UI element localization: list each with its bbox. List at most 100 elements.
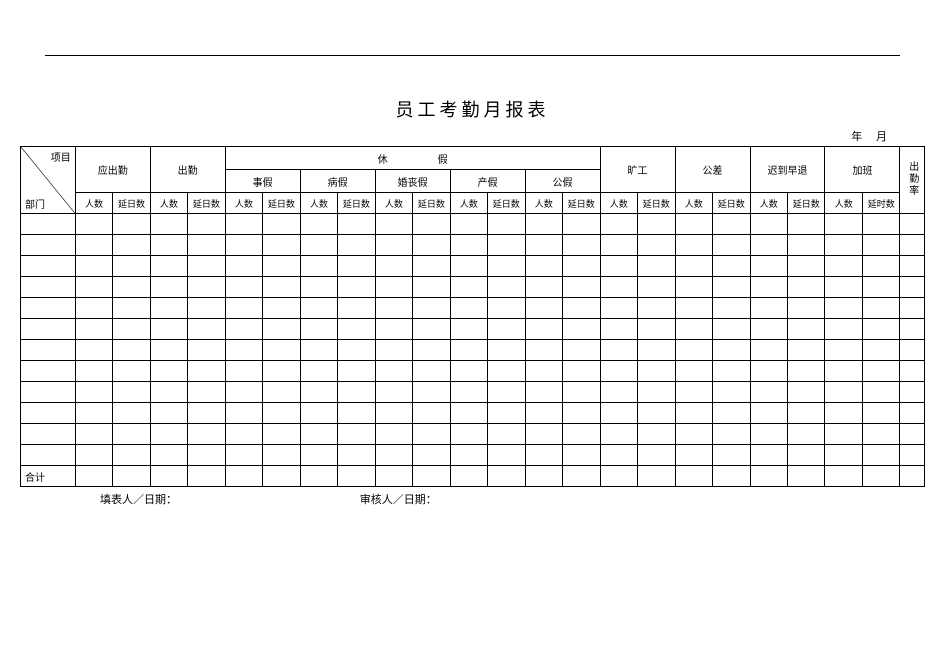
data-cell[interactable]: [525, 319, 562, 340]
dept-cell[interactable]: [21, 445, 76, 466]
data-cell[interactable]: [862, 277, 899, 298]
data-cell[interactable]: [150, 403, 187, 424]
data-cell[interactable]: [225, 235, 262, 256]
data-cell[interactable]: [713, 235, 750, 256]
data-cell[interactable]: [675, 235, 712, 256]
data-cell[interactable]: [900, 445, 925, 466]
data-cell[interactable]: [263, 403, 300, 424]
data-cell[interactable]: [413, 424, 450, 445]
data-cell[interactable]: [600, 319, 637, 340]
data-cell[interactable]: [113, 403, 150, 424]
data-cell[interactable]: [300, 340, 337, 361]
data-cell[interactable]: [300, 256, 337, 277]
data-cell[interactable]: [413, 340, 450, 361]
data-cell[interactable]: [488, 319, 525, 340]
data-cell[interactable]: [225, 403, 262, 424]
data-cell[interactable]: [338, 340, 375, 361]
data-cell[interactable]: [263, 445, 300, 466]
data-cell[interactable]: [225, 214, 262, 235]
data-cell[interactable]: [525, 298, 562, 319]
data-cell[interactable]: [675, 424, 712, 445]
data-cell[interactable]: [413, 256, 450, 277]
data-cell[interactable]: [225, 340, 262, 361]
data-cell[interactable]: [675, 403, 712, 424]
data-cell[interactable]: [638, 424, 675, 445]
dept-cell[interactable]: [21, 403, 76, 424]
data-cell[interactable]: [300, 361, 337, 382]
data-cell[interactable]: [188, 403, 225, 424]
data-cell[interactable]: [488, 424, 525, 445]
data-cell[interactable]: [825, 277, 862, 298]
data-cell[interactable]: [675, 214, 712, 235]
data-cell[interactable]: [563, 319, 601, 340]
data-cell[interactable]: [338, 256, 375, 277]
data-cell[interactable]: [825, 235, 862, 256]
data-cell[interactable]: [862, 382, 899, 403]
data-cell[interactable]: [750, 382, 787, 403]
data-cell[interactable]: [600, 361, 637, 382]
data-cell[interactable]: [675, 256, 712, 277]
data-cell[interactable]: [638, 403, 675, 424]
data-cell[interactable]: [225, 277, 262, 298]
data-cell[interactable]: [862, 235, 899, 256]
data-cell[interactable]: [488, 256, 525, 277]
data-cell[interactable]: [338, 277, 375, 298]
data-cell[interactable]: [900, 235, 925, 256]
data-cell[interactable]: [75, 214, 112, 235]
data-cell[interactable]: [787, 424, 824, 445]
data-cell[interactable]: [263, 277, 300, 298]
data-cell[interactable]: [900, 382, 925, 403]
data-cell[interactable]: [787, 298, 824, 319]
data-cell[interactable]: [862, 424, 899, 445]
data-cell[interactable]: [300, 298, 337, 319]
data-cell[interactable]: [787, 256, 824, 277]
data-cell[interactable]: [488, 277, 525, 298]
data-cell[interactable]: [862, 319, 899, 340]
data-cell[interactable]: [713, 361, 750, 382]
data-cell[interactable]: [900, 361, 925, 382]
dept-cell[interactable]: [21, 382, 76, 403]
data-cell[interactable]: [563, 298, 601, 319]
data-cell[interactable]: [563, 361, 601, 382]
data-cell[interactable]: [713, 277, 750, 298]
data-cell[interactable]: [862, 298, 899, 319]
data-cell[interactable]: [450, 277, 487, 298]
data-cell[interactable]: [675, 277, 712, 298]
data-cell[interactable]: [188, 256, 225, 277]
data-cell[interactable]: [150, 424, 187, 445]
data-cell[interactable]: [900, 424, 925, 445]
data-cell[interactable]: [300, 235, 337, 256]
data-cell[interactable]: [188, 361, 225, 382]
data-cell[interactable]: [638, 361, 675, 382]
data-cell[interactable]: [600, 214, 637, 235]
data-cell[interactable]: [263, 361, 300, 382]
data-cell[interactable]: [188, 298, 225, 319]
data-cell[interactable]: [300, 277, 337, 298]
data-cell[interactable]: [300, 403, 337, 424]
data-cell[interactable]: [638, 298, 675, 319]
data-cell[interactable]: [525, 214, 562, 235]
data-cell[interactable]: [750, 214, 787, 235]
data-cell[interactable]: [75, 319, 112, 340]
data-cell[interactable]: [300, 445, 337, 466]
data-cell[interactable]: [750, 235, 787, 256]
dept-cell[interactable]: [21, 235, 76, 256]
data-cell[interactable]: [450, 214, 487, 235]
data-cell[interactable]: [713, 340, 750, 361]
data-cell[interactable]: [150, 277, 187, 298]
data-cell[interactable]: [450, 403, 487, 424]
data-cell[interactable]: [488, 445, 525, 466]
dept-cell[interactable]: [21, 277, 76, 298]
data-cell[interactable]: [600, 256, 637, 277]
data-cell[interactable]: [900, 319, 925, 340]
data-cell[interactable]: [600, 424, 637, 445]
data-cell[interactable]: [338, 403, 375, 424]
data-cell[interactable]: [375, 361, 412, 382]
data-cell[interactable]: [150, 445, 187, 466]
data-cell[interactable]: [113, 319, 150, 340]
data-cell[interactable]: [375, 298, 412, 319]
data-cell[interactable]: [787, 319, 824, 340]
data-cell[interactable]: [900, 403, 925, 424]
data-cell[interactable]: [675, 445, 712, 466]
data-cell[interactable]: [263, 256, 300, 277]
